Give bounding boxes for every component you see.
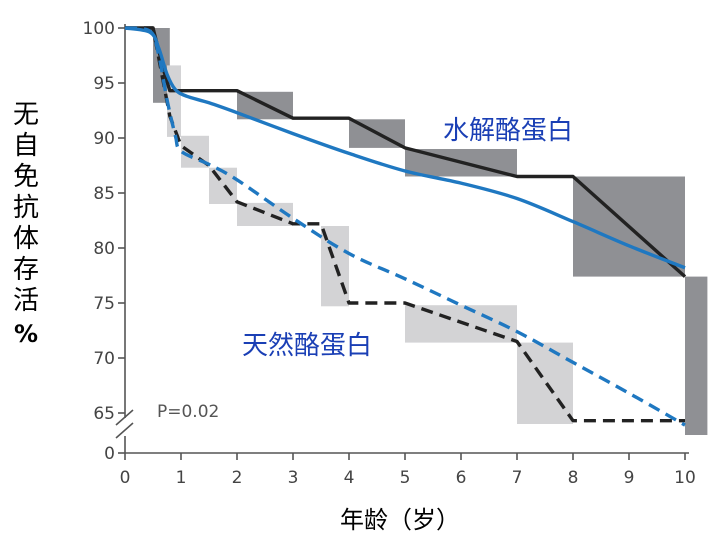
y-tick-label: 95 bbox=[93, 74, 115, 94]
y-tick-label: 70 bbox=[93, 349, 115, 369]
y-axis-label-char: 自 bbox=[12, 131, 39, 161]
x-tick-label: 10 bbox=[674, 468, 696, 488]
p-value-label: P=0.02 bbox=[157, 402, 219, 422]
x-tick-label: 8 bbox=[568, 468, 579, 488]
x-axis-label: 年龄（岁） bbox=[340, 506, 460, 534]
x-tick-label: 7 bbox=[512, 468, 523, 488]
y-tick-label: 0 bbox=[104, 444, 115, 464]
y-axis-unit: % bbox=[13, 320, 39, 348]
y-axis-label-char: 体 bbox=[12, 224, 39, 254]
y-tick-label: 75 bbox=[93, 294, 115, 314]
y-tick-label: 100 bbox=[83, 19, 115, 39]
ci-box bbox=[685, 276, 708, 435]
x-tick-label: 3 bbox=[288, 468, 299, 488]
y-axis-label-char: 免 bbox=[12, 162, 39, 192]
series-label-hydrolyzed-casein: 水解酪蛋白 bbox=[443, 116, 574, 146]
ci-box bbox=[237, 202, 293, 226]
x-tick-label: 0 bbox=[120, 468, 131, 488]
axis-break-mark bbox=[115, 409, 134, 426]
y-axis-label: 无 自 免 抗 体 存 活 % bbox=[6, 100, 46, 351]
x-tick-label: 5 bbox=[400, 468, 411, 488]
y-axis-label-char: 无 bbox=[12, 100, 39, 130]
x-tick-label: 4 bbox=[344, 468, 355, 488]
y-tick-label: 90 bbox=[93, 129, 115, 149]
x-tick-label: 1 bbox=[176, 468, 187, 488]
series-label-native-casein: 天然酪蛋白 bbox=[242, 331, 373, 361]
axis-break-mark bbox=[115, 422, 134, 439]
y-tick-label: 80 bbox=[93, 239, 115, 259]
y-tick-label: 65 bbox=[93, 404, 115, 424]
x-tick-label: 9 bbox=[624, 468, 635, 488]
y-axis-label-char: 抗 bbox=[12, 193, 39, 223]
y-tick-label: 85 bbox=[93, 184, 115, 204]
series-line-3 bbox=[124, 26, 686, 427]
series-line-2 bbox=[124, 26, 686, 270]
y-axis-label-char: 活 bbox=[12, 286, 39, 316]
x-tick-label: 6 bbox=[456, 468, 467, 488]
x-tick-label: 2 bbox=[232, 468, 243, 488]
y-axis-label-char: 存 bbox=[12, 255, 39, 285]
